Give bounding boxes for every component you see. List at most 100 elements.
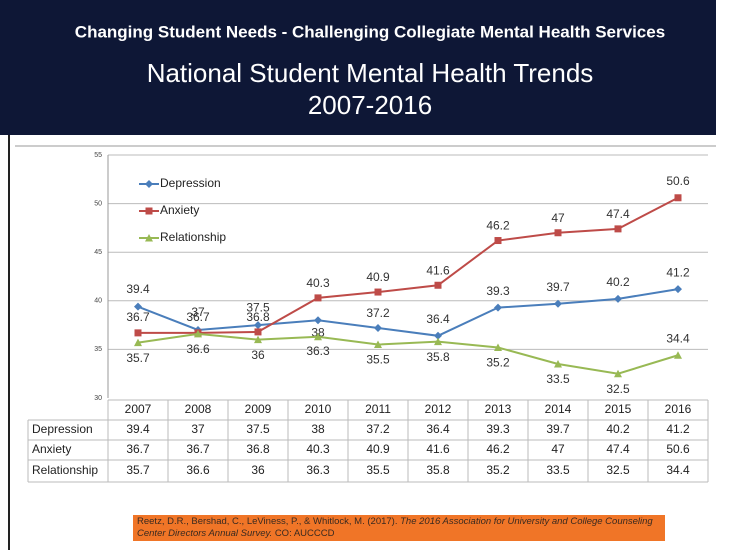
table-cell: 46.2 <box>486 442 510 456</box>
table-cell: 39.7 <box>546 422 570 436</box>
data-label: 35.5 <box>366 353 390 367</box>
marker <box>254 321 262 330</box>
table-cell: 36.7 <box>126 442 150 456</box>
marker <box>314 316 322 325</box>
table-cell: 41.2 <box>666 422 690 436</box>
x-tick-label: 2010 <box>305 402 332 416</box>
y-tick-label: 55 <box>94 152 102 159</box>
table-cell: 35.7 <box>126 463 150 477</box>
table-cell: 36.8 <box>246 442 270 456</box>
marker <box>194 329 202 338</box>
marker <box>554 229 562 237</box>
x-tick-label: 2009 <box>245 402 272 416</box>
data-label: 36.8 <box>246 310 270 324</box>
x-tick-label: 2012 <box>425 402 452 416</box>
table-cell: 36.4 <box>426 422 450 436</box>
table-cell: 47.4 <box>606 442 630 456</box>
table-cell: 37 <box>191 422 205 436</box>
data-label: 36.3 <box>306 344 330 358</box>
marker <box>374 288 382 296</box>
data-label: 47 <box>551 211 565 225</box>
table-cell: 33.5 <box>546 463 570 477</box>
table-row-label: Depression <box>32 422 93 436</box>
banner <box>0 0 716 135</box>
marker <box>434 337 442 346</box>
table-row-label: Relationship <box>32 463 98 477</box>
data-label: 41.2 <box>666 265 690 279</box>
data-label: 36 <box>251 348 265 362</box>
marker <box>614 369 622 378</box>
data-label: 32.5 <box>606 382 630 396</box>
series-line <box>138 196 679 334</box>
data-label: 37 <box>191 305 205 319</box>
table-cell: 40.2 <box>606 422 630 436</box>
data-label: 39.4 <box>126 282 150 296</box>
marker <box>554 359 562 368</box>
slide-header: Changing Student Needs - Challenging Col… <box>75 22 665 41</box>
data-label: 35.7 <box>126 351 150 365</box>
table-cell: 40.3 <box>306 442 330 456</box>
table-cell: 39.3 <box>486 422 510 436</box>
data-label: 38 <box>311 325 325 339</box>
marker <box>494 237 502 245</box>
series-line <box>137 288 679 337</box>
table-row-label: Anxiety <box>32 442 71 456</box>
citation-authors: Reetz, D.R., Bershad, C., LeViness, P., … <box>137 516 398 527</box>
data-label: 40.9 <box>366 270 390 284</box>
marker <box>134 338 142 347</box>
marker <box>434 281 442 289</box>
marker <box>145 207 153 215</box>
table-cell: 38 <box>311 422 325 436</box>
marker <box>374 340 382 349</box>
data-label: 41.6 <box>426 263 450 277</box>
y-tick-label: 30 <box>94 395 102 402</box>
data-label: 35.8 <box>426 350 450 364</box>
data-label: 39.3 <box>486 284 510 298</box>
data-label: 47.4 <box>606 207 630 221</box>
marker <box>254 335 262 344</box>
data-label: 35.2 <box>486 356 510 370</box>
x-tick-label: 2015 <box>605 402 632 416</box>
table-cell: 36.7 <box>186 442 210 456</box>
table-cell: 47 <box>551 442 565 456</box>
marker <box>674 285 682 294</box>
data-label: 46.2 <box>486 219 510 233</box>
data-label: 33.5 <box>546 372 570 386</box>
marker <box>314 294 322 302</box>
marker <box>374 324 382 333</box>
data-label: 37.2 <box>366 306 390 320</box>
table-cell: 34.4 <box>666 463 690 477</box>
table-cell: 36.6 <box>186 463 210 477</box>
table-cell: 41.6 <box>426 442 450 456</box>
table-cell: 36 <box>251 463 265 477</box>
marker <box>614 294 622 303</box>
legend-label: Anxiety <box>160 203 199 217</box>
marker <box>254 328 262 336</box>
data-label: 37.5 <box>246 300 270 314</box>
citation-source: CO: AUCCCD <box>274 528 335 539</box>
table-cell: 37.2 <box>366 422 390 436</box>
table-cell: 35.5 <box>366 463 390 477</box>
data-label: 39.7 <box>546 280 570 294</box>
table-cell: 37.5 <box>246 422 270 436</box>
data-label: 36.6 <box>186 342 210 356</box>
marker <box>494 343 502 351</box>
data-label: 40.3 <box>306 276 330 290</box>
marker <box>554 299 562 308</box>
table-cell: 32.5 <box>606 463 630 477</box>
data-label: 34.4 <box>666 331 690 345</box>
table-cell: 35.2 <box>486 463 510 477</box>
table-cell: 40.9 <box>366 442 390 456</box>
y-tick-label: 35 <box>94 346 102 353</box>
marker <box>145 234 153 242</box>
marker <box>134 302 142 311</box>
table-cell: 35.8 <box>426 463 450 477</box>
marker <box>145 180 153 188</box>
data-label: 40.2 <box>606 275 630 289</box>
table-cell: 50.6 <box>666 442 690 456</box>
table-cell: 39.4 <box>126 422 150 436</box>
y-tick-label: 45 <box>94 249 102 256</box>
citation-title: The 2016 Association for University and … <box>137 516 653 539</box>
legend-label: Depression <box>160 176 221 190</box>
chart-title: National Student Mental Health Trends <box>147 58 594 88</box>
